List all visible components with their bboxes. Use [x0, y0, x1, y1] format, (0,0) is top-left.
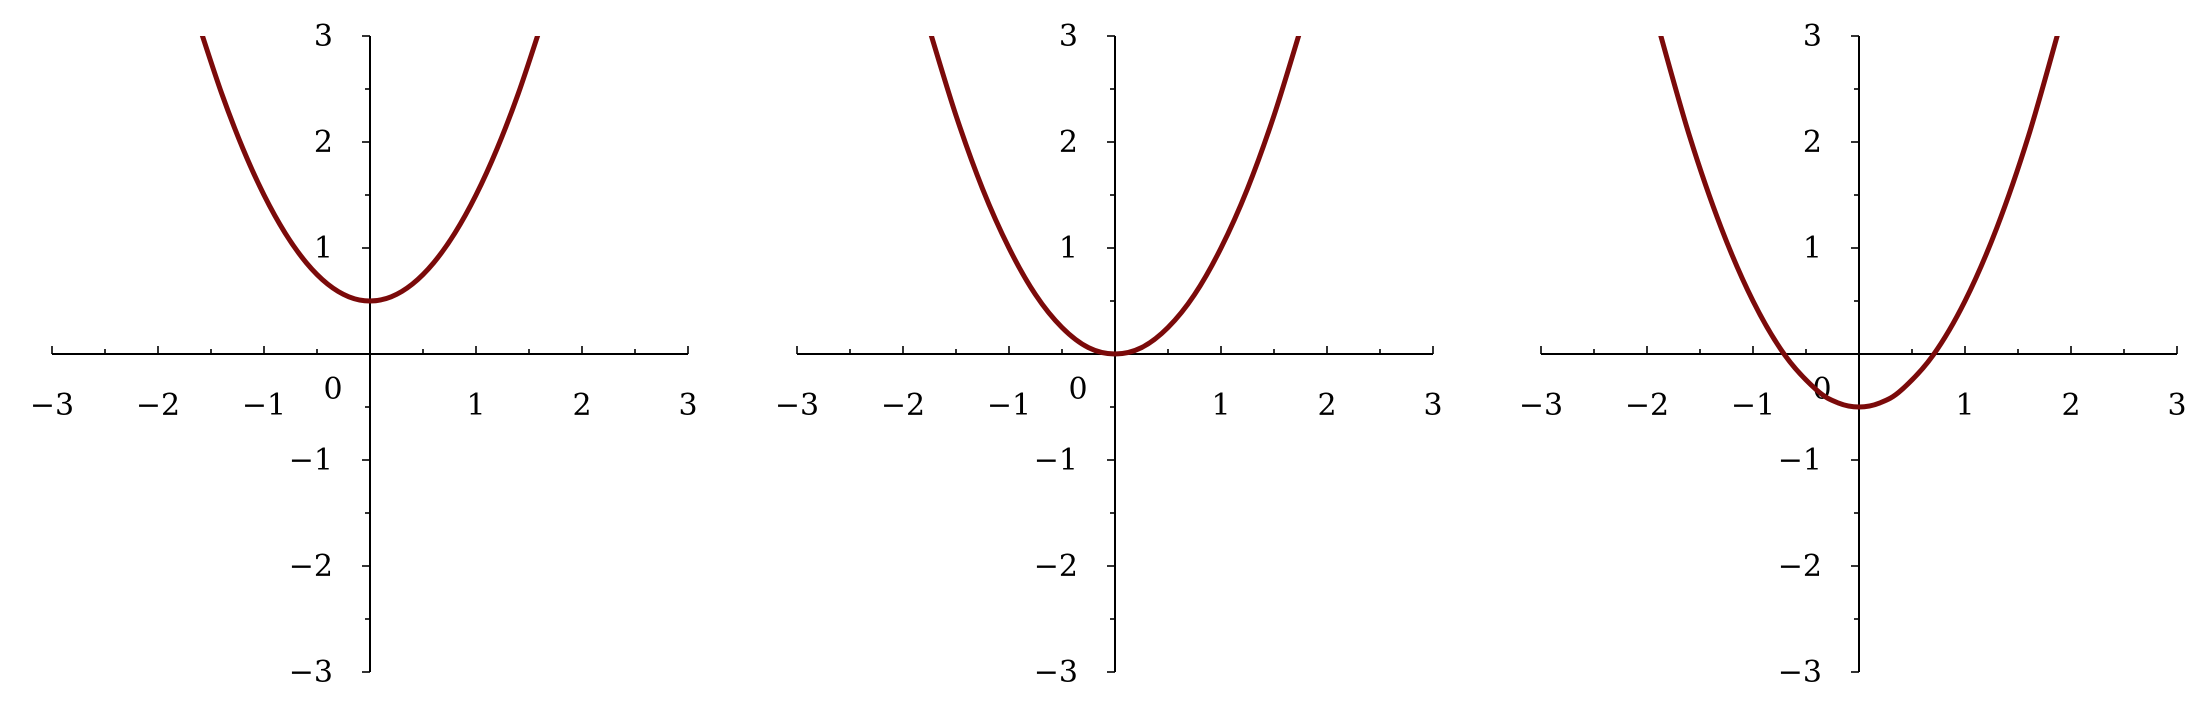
- chart-panel-1: −3 −2 −1 1 2 3 3 2 1 −1 −2 −3 0: [30, 19, 698, 690]
- x-tick-label: 1: [466, 388, 485, 423]
- x-tick-label: 2: [2061, 388, 2080, 423]
- y-tick-label: 3: [314, 19, 333, 54]
- x-tick-label: −3: [1519, 388, 1563, 423]
- y-tick-label: 2: [314, 125, 333, 160]
- y-tick-label: −3: [1034, 655, 1078, 690]
- y-tick-label: 2: [1059, 125, 1078, 160]
- x-tick-label: 3: [2167, 388, 2186, 423]
- x-tick-label: 1: [1955, 388, 1974, 423]
- x-tick-label: 3: [1423, 388, 1442, 423]
- x-tick-label: −1: [242, 388, 286, 423]
- y-tick-label: 2: [1803, 125, 1822, 160]
- y-tick-label: −3: [1778, 655, 1822, 690]
- y-tick-label: 1: [314, 231, 333, 266]
- origin-label: 0: [323, 372, 342, 407]
- x-tick-label: −2: [881, 388, 925, 423]
- y-tick-label: −1: [1034, 443, 1078, 478]
- x-tick-label: −2: [1625, 388, 1669, 423]
- y-tick-label: −2: [289, 549, 333, 584]
- x-tick-label: 2: [572, 388, 591, 423]
- x-tick-label: −3: [775, 388, 819, 423]
- x-tick-label: −1: [987, 388, 1031, 423]
- origin-label: 0: [1068, 372, 1087, 407]
- y-tick-label: −1: [289, 443, 333, 478]
- y-tick-label: −2: [1034, 549, 1078, 584]
- x-tick-label: 2: [1317, 388, 1336, 423]
- x-tick-label: 1: [1211, 388, 1230, 423]
- y-tick-label: −3: [289, 655, 333, 690]
- chart-panel-2: −3 −2 −1 1 2 3 3 2 1 −1 −2 −3 0: [775, 19, 1443, 690]
- x-tick-label: −2: [136, 388, 180, 423]
- y-tick-label: 1: [1059, 231, 1078, 266]
- y-tick-label: 3: [1059, 19, 1078, 54]
- y-tick-label: −1: [1778, 443, 1822, 478]
- y-tick-label: −2: [1778, 549, 1822, 584]
- y-tick-label: 1: [1803, 231, 1822, 266]
- x-tick-label: 3: [678, 388, 697, 423]
- x-tick-label: −1: [1731, 388, 1775, 423]
- x-tick-label: −3: [30, 388, 74, 423]
- parabola-curve: [928, 36, 1302, 357]
- parabola-curve: [1658, 36, 2060, 410]
- parabola-curve: [199, 36, 541, 304]
- y-tick-label: 3: [1803, 19, 1822, 54]
